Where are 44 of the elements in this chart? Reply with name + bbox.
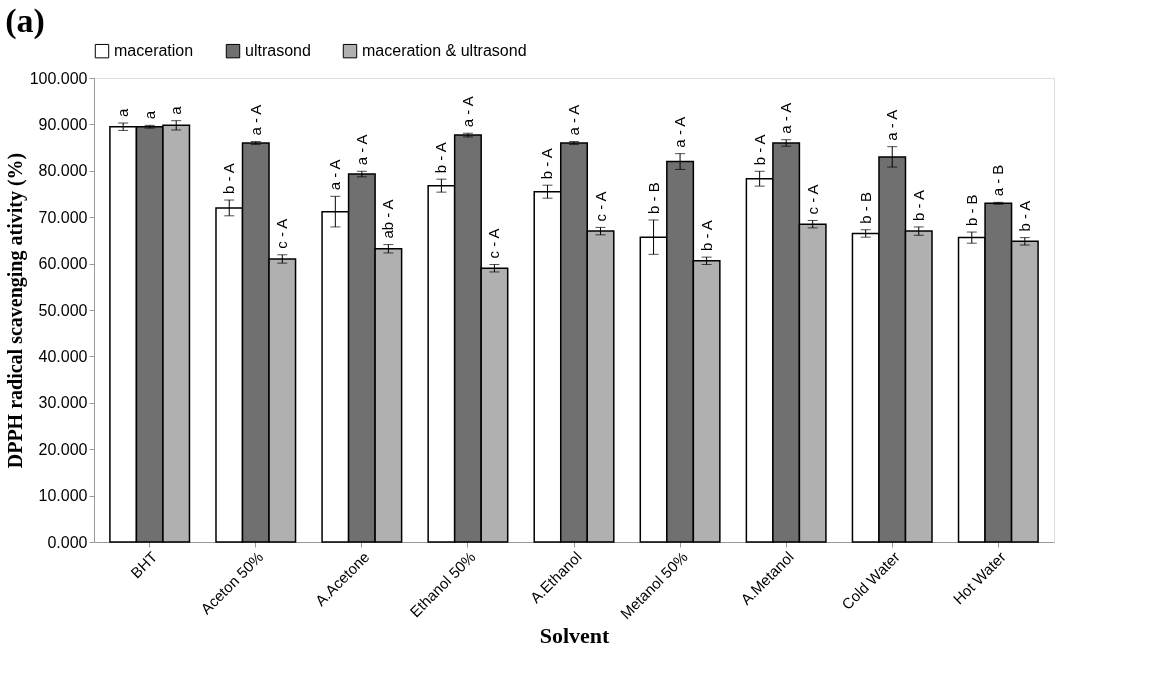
y-tick-label: 100.000 — [29, 69, 88, 87]
data-label: b - A — [909, 190, 927, 221]
data-label: c - A — [485, 228, 503, 259]
y-axis-title: DPPH radical scavenging ativity (%) — [3, 152, 27, 469]
data-label: b - B — [856, 192, 874, 224]
y-tick-label: 90.000 — [38, 115, 88, 133]
y-tick-label: 60.000 — [38, 255, 88, 273]
data-label: b - A — [220, 163, 238, 195]
data-label: a - A — [671, 116, 689, 148]
y-tick-label: 0.000 — [47, 533, 88, 551]
y-tick-label: 80.000 — [38, 162, 88, 180]
legend-label: ultrasond — [245, 42, 311, 60]
data-label: a - A — [777, 102, 795, 134]
y-tick-label: 30.000 — [38, 394, 88, 412]
data-label: a - A — [326, 159, 344, 191]
data-label: b - A — [697, 220, 715, 252]
y-tick-label: 70.000 — [38, 208, 88, 226]
data-label: b - A — [432, 142, 450, 174]
data-label: a - A — [246, 104, 264, 136]
data-label: ab - A — [379, 199, 397, 239]
data-label: b - B — [644, 182, 662, 214]
data-label: a - A — [565, 104, 582, 136]
data-label: c - A — [591, 191, 609, 222]
y-tick-label: 50.000 — [38, 301, 88, 319]
data-label: a — [114, 108, 132, 118]
data-label: b - A — [538, 148, 556, 180]
data-label: a - A — [458, 96, 476, 128]
data-label: b - B — [962, 194, 980, 227]
data-label: c - A — [803, 184, 821, 215]
chart-title: (a) — [5, 2, 45, 40]
legend-label: maceration — [114, 42, 194, 60]
data-label: b - A — [1015, 200, 1033, 232]
data-label: a - A — [352, 134, 370, 166]
x-axis-title: Solvent — [539, 623, 610, 649]
data-label: b - A — [750, 134, 768, 166]
legend-label: maceration & ultrasond — [362, 42, 527, 60]
y-tick-label: 10.000 — [38, 487, 88, 505]
data-label: a — [167, 105, 185, 115]
data-label: c - A — [273, 218, 291, 249]
data-label: a - A — [883, 109, 901, 141]
data-label: a - B — [989, 164, 1007, 197]
data-label: a — [140, 110, 158, 120]
y-tick-label: 20.000 — [38, 440, 88, 458]
y-tick-label: 40.000 — [38, 347, 88, 365]
